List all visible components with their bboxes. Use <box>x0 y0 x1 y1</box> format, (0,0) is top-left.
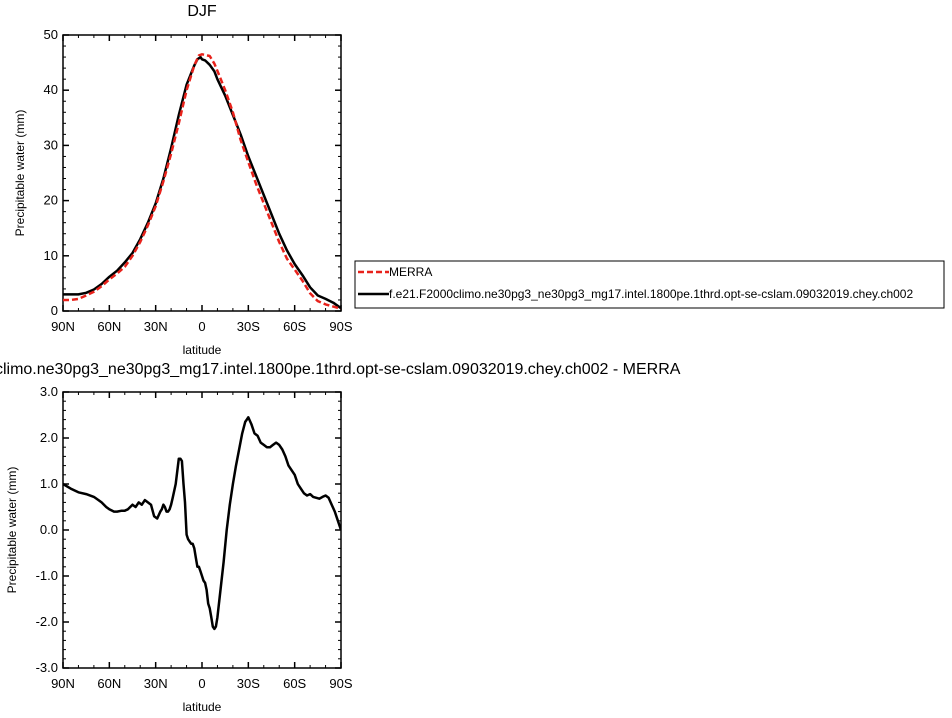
top-y-tick-label: 30 <box>44 137 58 152</box>
top-x-tick-label: 60N <box>97 319 121 334</box>
top-y-axis-label: Precipitable water (mm) <box>13 110 27 237</box>
top-x-tick-label: 90N <box>51 319 75 334</box>
bottom-x-axis-label: latitude <box>183 700 222 714</box>
legend-box <box>354 260 945 309</box>
bottom-y-ticks: -3.0 -2.0 -1.0 0.0 1.0 2.0 3.0 <box>36 384 341 675</box>
top-x-tick-label: 60S <box>283 319 306 334</box>
top-series-layer <box>63 53 341 311</box>
bottom-y-axis-label: Precipitable water (mm) <box>5 467 19 594</box>
top-x-ticks: 90N 60N 30N 0 30S 60S 90S <box>51 35 353 334</box>
bottom-y-tick-label: 0.0 <box>40 522 58 537</box>
bottom-x-ticks: 90N 60N 30N 0 30S 60S 90S <box>51 392 353 691</box>
top-y-tick-label: 0 <box>51 303 58 318</box>
top-chart-title: DJF <box>187 3 217 20</box>
bottom-x-tick-label: 90N <box>51 676 75 691</box>
bottom-y-tick-label: 1.0 <box>40 476 58 491</box>
bottom-series-line-difference <box>63 416 341 631</box>
top-x-tick-label: 30S <box>237 319 260 334</box>
bottom-x-tick-label: 0 <box>198 676 205 691</box>
top-x-tick-label: 30N <box>144 319 168 334</box>
legend-entry-model: f.e21.F2000climo.ne30pg3_ne30pg3_mg17.in… <box>389 287 913 301</box>
bottom-x-tick-label: 30N <box>144 676 168 691</box>
bottom-x-tick-label: 90S <box>329 676 352 691</box>
top-y-tick-label: 20 <box>44 193 58 208</box>
top-y-ticks: 0 10 20 30 40 50 <box>44 27 341 318</box>
bottom-y-tick-label: -2.0 <box>36 614 58 629</box>
bottom-y-tick-label: -1.0 <box>36 568 58 583</box>
bottom-series-layer <box>63 416 341 631</box>
top-series-line-merra <box>63 53 341 311</box>
top-x-axis-label: latitude <box>183 343 222 357</box>
legend: MERRA f.e21.F2000climo.ne30pg3_ne30pg3_m… <box>354 260 945 309</box>
bottom-panel: f.e21.F2000climo.ne30pg3_ne30pg3_mg17.in… <box>0 361 681 714</box>
bottom-y-tick-label: 3.0 <box>40 384 58 399</box>
bottom-y-tick-label: 2.0 <box>40 430 58 445</box>
top-y-tick-label: 50 <box>44 27 58 42</box>
legend-entry-merra: MERRA <box>389 265 432 279</box>
bottom-x-tick-label: 60S <box>283 676 306 691</box>
top-y-tick-label: 40 <box>44 82 58 97</box>
bottom-chart-title: f.e21.F2000climo.ne30pg3_ne30pg3_mg17.in… <box>0 361 681 378</box>
top-series-line-model <box>63 55 341 310</box>
bottom-x-tick-label: 30S <box>237 676 260 691</box>
top-y-tick-label: 10 <box>44 248 58 263</box>
top-panel: DJF 90N 60N 30N 0 30S 60S 90S 0 10 20 30 40 50 lati… <box>13 3 353 357</box>
bottom-plot-frame <box>62 391 342 669</box>
top-x-tick-label: 90S <box>329 319 352 334</box>
bottom-y-tick-label: -3.0 <box>36 660 58 675</box>
bottom-x-tick-label: 60N <box>97 676 121 691</box>
top-x-tick-label: 0 <box>198 319 205 334</box>
